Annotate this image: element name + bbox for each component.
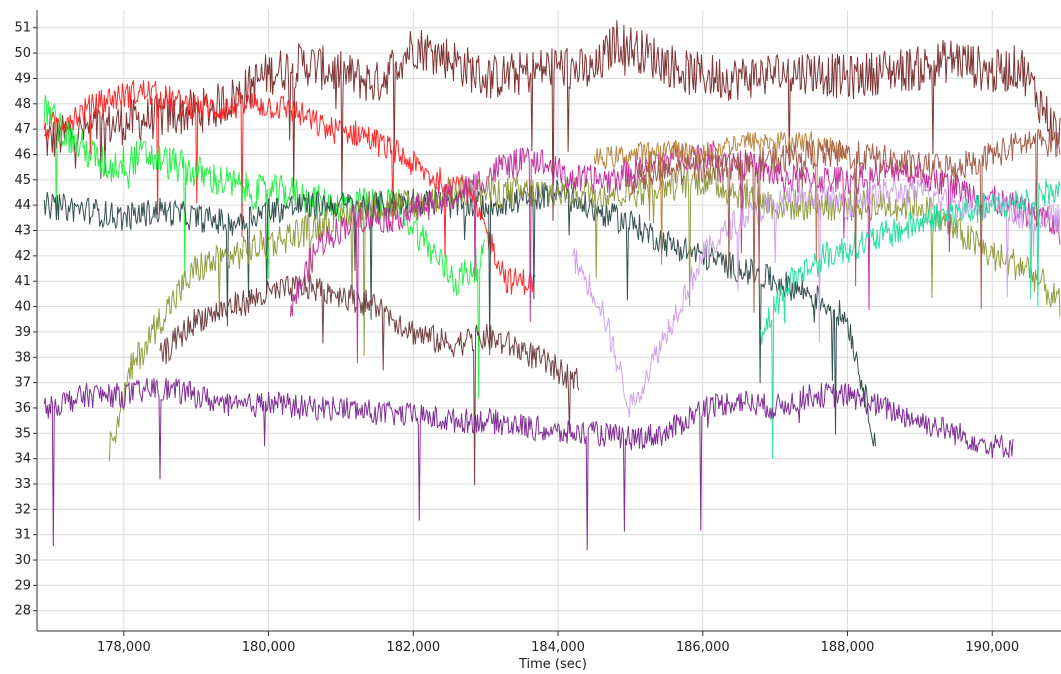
y-tick-label: 49: [14, 71, 31, 86]
y-tick-label: 46: [14, 147, 31, 162]
series-line-10: [760, 178, 1061, 459]
series-line-11: [629, 127, 1061, 313]
y-tick-label: 37: [14, 376, 31, 391]
series-line-6: [159, 273, 580, 486]
x-tick-label: 180,000: [242, 640, 296, 655]
y-tick-label: 35: [14, 426, 31, 441]
series-line-2: [43, 79, 536, 295]
x-tick-labels: 178,000 180,000 182,000 184,000 186,000 188,0…: [97, 640, 1019, 655]
x-tick-label: 182,000: [386, 640, 440, 655]
y-tick-label: 30: [14, 553, 31, 568]
series-line-5: [108, 166, 1061, 462]
y-tick-label: 47: [14, 122, 31, 137]
y-tick-label: 40: [14, 300, 31, 315]
y-tick-label: 33: [14, 477, 31, 492]
y-tick-label: 36: [14, 401, 31, 416]
series-line-12: [43, 377, 1014, 551]
y-tick-label: 38: [14, 350, 31, 365]
y-tick-label: 44: [14, 198, 31, 213]
y-tick-label: 51: [14, 21, 31, 36]
y-tick-label: 48: [14, 97, 31, 112]
y-tick-label: 31: [14, 528, 31, 543]
series-line-3: [43, 95, 486, 399]
y-tick-label: 45: [14, 173, 31, 188]
x-axis-title: Time (sec): [518, 657, 587, 672]
x-tick-label: 186,000: [676, 640, 730, 655]
y-tick-label: 43: [14, 224, 31, 239]
y-tick-label: 39: [14, 325, 31, 340]
y-tick-label: 28: [14, 604, 31, 619]
y-tick-label: 34: [14, 452, 31, 467]
y-tick-label: 41: [14, 274, 31, 289]
x-tick-label: 188,000: [821, 640, 875, 655]
y-tick-label: 50: [14, 46, 31, 61]
y-tick-label: 42: [14, 249, 31, 264]
series-group: [43, 20, 1061, 551]
y-tick-label: 32: [14, 502, 31, 517]
y-tick-labels: 28 29 30 31 32 33 34 35 36 37 38 39 40 41 42 43 44 45 46 47…: [14, 21, 31, 619]
series-line-9: [593, 131, 847, 265]
y-tick-label: 29: [14, 578, 31, 593]
axes: [33, 10, 1061, 636]
x-tick-label: 190,000: [965, 640, 1019, 655]
x-tick-label: 178,000: [97, 640, 151, 655]
x-tick-label: 184,000: [531, 640, 585, 655]
